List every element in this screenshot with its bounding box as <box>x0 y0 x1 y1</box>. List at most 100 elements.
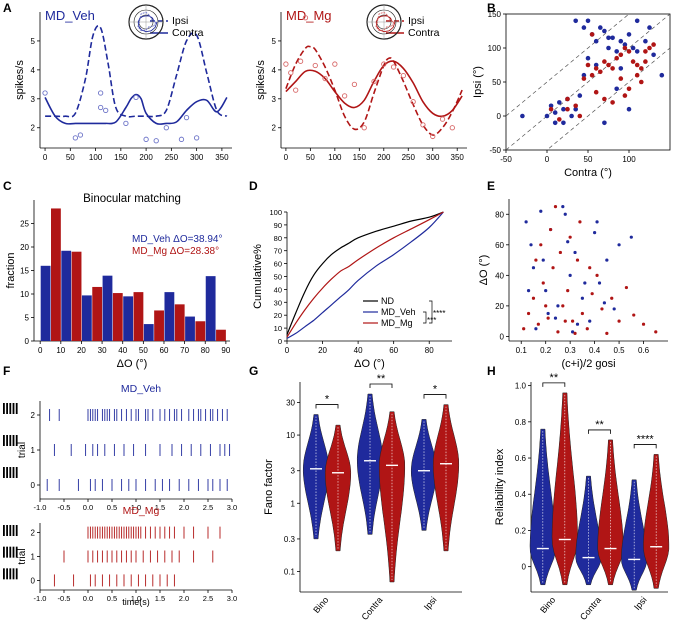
scatter-point-md-veh <box>626 106 632 112</box>
scatter-point-md-mg <box>595 273 599 277</box>
scatter-point-md-mg <box>551 266 555 270</box>
data-point <box>153 138 159 144</box>
scatter-point-md-mg <box>618 76 624 81</box>
x-tick-label: 10 <box>56 346 65 355</box>
scatter-point-md-mg <box>541 281 545 285</box>
x-tick-label: 40 <box>354 346 363 355</box>
data-point <box>103 107 109 114</box>
grating-bar <box>9 568 12 580</box>
scatter-point-md-veh <box>602 120 607 126</box>
scatter-point-md-mg <box>626 49 632 54</box>
category-label: Contra <box>360 595 385 622</box>
scatter-point-md-veh <box>614 86 619 92</box>
polar-trace <box>137 11 157 32</box>
category-label: Contra <box>578 595 603 622</box>
y-tick-label: 0 <box>31 576 36 585</box>
y-tick-label: 4 <box>31 66 36 75</box>
y-tick-label: 1 <box>291 499 296 508</box>
scatter-point-md-mg <box>598 69 603 75</box>
x-tick-label: 350 <box>215 153 229 162</box>
data-point <box>439 116 446 122</box>
scatter-point-md-veh <box>575 322 580 326</box>
y-tick-label: 3 <box>31 95 36 104</box>
panel-label-f: F <box>3 364 10 378</box>
scatter-point-md-mg <box>557 117 562 122</box>
scatter-point-md-mg <box>626 86 632 92</box>
x-tick-label: 200 <box>139 153 153 162</box>
x-tick-label: 0.5 <box>107 594 117 603</box>
grating-bar <box>12 403 15 414</box>
scatter-point-md-mg <box>632 313 636 317</box>
scatter-point-md-veh <box>556 304 560 308</box>
scatter-point-md-veh <box>539 209 543 213</box>
x-tick-label: -0.5 <box>58 594 71 603</box>
significance-label: ** <box>550 372 559 384</box>
y-tick-label: 30 <box>286 399 295 408</box>
bar-md-veh <box>81 295 92 341</box>
x-tick-label: 0.3 <box>565 346 577 355</box>
y-tick-label: 0 <box>497 112 502 121</box>
cumulative-line-nd <box>286 211 444 335</box>
x-tick-label: 60 <box>160 346 169 355</box>
scatter-point-md-mg <box>588 266 592 270</box>
scatter-point-md-mg <box>590 292 594 296</box>
scatter-point-md-veh <box>529 243 533 247</box>
scatter-point-md-veh <box>606 45 611 51</box>
x-tick-label: 0 <box>285 346 290 355</box>
panel-d: 0 20 40 60 80 0 10 20 30 40 50 60 70 80 90 100 ΔO (°) Cum… <box>252 208 452 370</box>
y-tick-label: 1 <box>31 553 36 562</box>
y-tick-label: 2 <box>31 529 36 538</box>
scatter-point-md-veh <box>612 307 616 311</box>
grating-bar <box>12 525 15 536</box>
y-tick-label: 10 <box>286 431 295 440</box>
data-point <box>77 132 84 138</box>
scatter-point-md-mg <box>565 96 570 102</box>
y-tick-label: 0 <box>278 337 282 346</box>
scatter-point-md-veh <box>581 72 587 78</box>
y-tick-label: 40 <box>274 285 282 294</box>
scatter-point-md-veh <box>526 289 531 293</box>
y-axis-label: trial <box>17 548 28 564</box>
panel-title: MD_Mg <box>286 8 332 23</box>
significance-bracket <box>633 444 657 449</box>
legend-label: MD_Mg ΔO=28.38° <box>132 246 219 257</box>
scatter-point-md-mg <box>548 106 554 112</box>
grating-stimulus-icon <box>3 525 18 536</box>
scatter-point-md-mg <box>647 45 652 51</box>
legend-label: Ipsi <box>172 15 188 27</box>
x-tick-label: 50 <box>306 153 315 162</box>
grating-bar <box>6 403 8 414</box>
scatter-point-md-mg <box>573 331 577 335</box>
significance-bracket <box>315 404 339 409</box>
x-tick-label: -1.0 <box>34 503 47 512</box>
scatter-point-md-mg <box>639 79 644 85</box>
scatter-point-md-veh <box>573 106 578 112</box>
bar-md-mg <box>154 310 164 341</box>
cumulative-line-md-veh <box>286 211 444 339</box>
scatter-point-md-mg <box>643 49 648 54</box>
x-tick-label: 30 <box>98 346 107 355</box>
legend-label: Contra <box>172 27 204 39</box>
x-tick-label: 300 <box>426 153 440 162</box>
grating-bar <box>6 568 8 580</box>
scatter-point-md-veh <box>571 330 575 334</box>
data-point <box>97 90 104 96</box>
scatter-point-md-veh <box>573 18 578 24</box>
y-tick-label: 10 <box>20 290 29 299</box>
y-tick-label: 60 <box>495 241 504 250</box>
x-tick-label: 80 <box>425 346 434 355</box>
grating-bar <box>12 435 15 446</box>
reference-line <box>546 47 670 150</box>
grating-bar <box>15 568 18 580</box>
data-point <box>283 61 289 67</box>
bar-md-mg <box>51 208 61 341</box>
scatter-point-md-veh <box>651 52 656 58</box>
y-tick-label: 2 <box>272 124 277 133</box>
cumulative-line-md-mg <box>286 211 444 338</box>
x-tick-label: 200 <box>377 153 391 162</box>
legend-label: MD_Veh <box>381 307 416 317</box>
significance-label: * <box>325 394 330 406</box>
grating-bar <box>12 546 15 558</box>
grating-bar <box>9 467 12 478</box>
